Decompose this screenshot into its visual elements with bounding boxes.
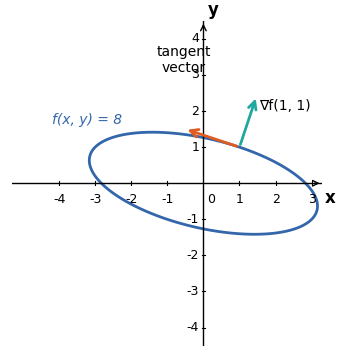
Text: -3: -3 bbox=[89, 193, 101, 206]
Text: 0: 0 bbox=[207, 193, 215, 206]
Text: ∇f(1, 1): ∇f(1, 1) bbox=[260, 100, 311, 113]
Text: -2: -2 bbox=[187, 249, 199, 262]
Text: 4: 4 bbox=[191, 32, 199, 45]
Text: 2: 2 bbox=[191, 104, 199, 118]
Text: -2: -2 bbox=[125, 193, 137, 206]
Text: y: y bbox=[208, 1, 219, 19]
Text: 1: 1 bbox=[236, 193, 244, 206]
Text: 3: 3 bbox=[308, 193, 316, 206]
Text: -3: -3 bbox=[187, 285, 199, 298]
Text: -4: -4 bbox=[187, 321, 199, 334]
Text: 3: 3 bbox=[191, 68, 199, 82]
Text: -4: -4 bbox=[53, 193, 65, 206]
Text: -1: -1 bbox=[187, 213, 199, 226]
Text: 1: 1 bbox=[191, 141, 199, 154]
Text: tangent
vector: tangent vector bbox=[156, 45, 211, 75]
Text: -1: -1 bbox=[161, 193, 173, 206]
Text: f(x, y) = 8: f(x, y) = 8 bbox=[52, 113, 122, 127]
Text: 2: 2 bbox=[272, 193, 279, 206]
Text: x: x bbox=[324, 189, 335, 207]
